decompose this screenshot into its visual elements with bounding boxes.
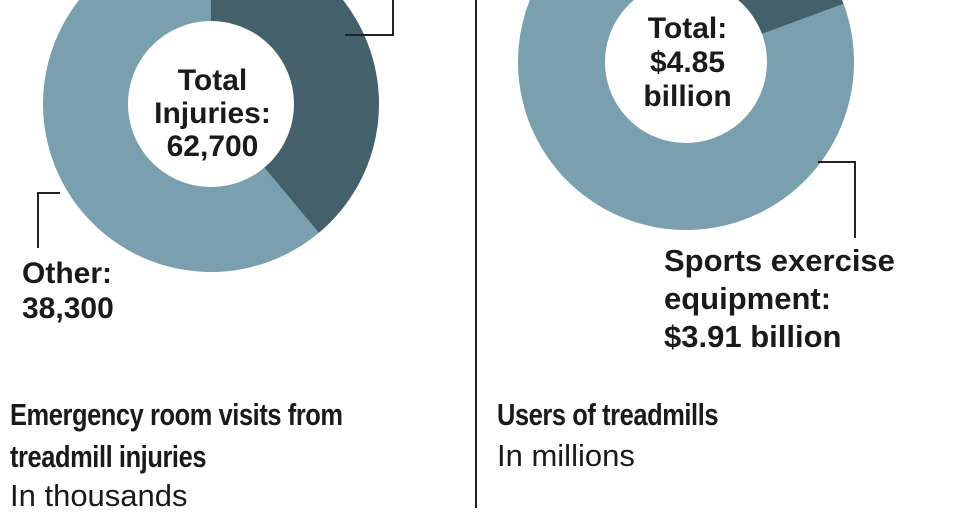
right-sports-label: Sports exercise equipment: $3.91 billion (664, 242, 924, 356)
right-center-line-2: $4.85 (649, 46, 726, 79)
left-center-line-2: Injuries: (154, 97, 271, 130)
left-center-line-3: 62,700 (166, 130, 259, 163)
right-sports-name: Sports exercise equipment: (664, 243, 895, 316)
left-other-value: 38,300 (22, 292, 114, 325)
left-other-name: Other: (22, 257, 112, 290)
left-center-line-1: Total (177, 64, 248, 97)
chart-0-slice-1 (43, 0, 319, 272)
chart-1-slice-0 (738, 0, 844, 34)
left-chart-title: Emergency room visits from treadmill inj… (10, 394, 371, 478)
right-center-line-3: billion (643, 80, 732, 113)
left-chart-title-text: Emergency room visits from treadmill inj… (10, 397, 343, 474)
chart-1-slice-1 (518, 0, 854, 230)
chart-0-leader-line-1 (37, 192, 60, 248)
right-center-line-1: Total: (647, 12, 728, 45)
chart-1-leader-line-1 (818, 161, 856, 238)
left-center-label: Total Injuries: 62,700 (140, 64, 285, 163)
right-chart-subtitle: In millions (497, 438, 635, 473)
chart-0-leader-line-0 (345, 0, 394, 36)
right-chart-title: Users of treadmills (497, 397, 719, 432)
left-chart-subtitle: In thousands (10, 478, 188, 513)
panel-divider (475, 0, 477, 508)
left-other-label: Other: 38,300 (22, 256, 114, 326)
chart-0-slice-0 (211, 0, 379, 233)
right-sports-value: $3.91 billion (664, 319, 842, 354)
right-center-label: Total: $4.85 billion (625, 12, 750, 114)
